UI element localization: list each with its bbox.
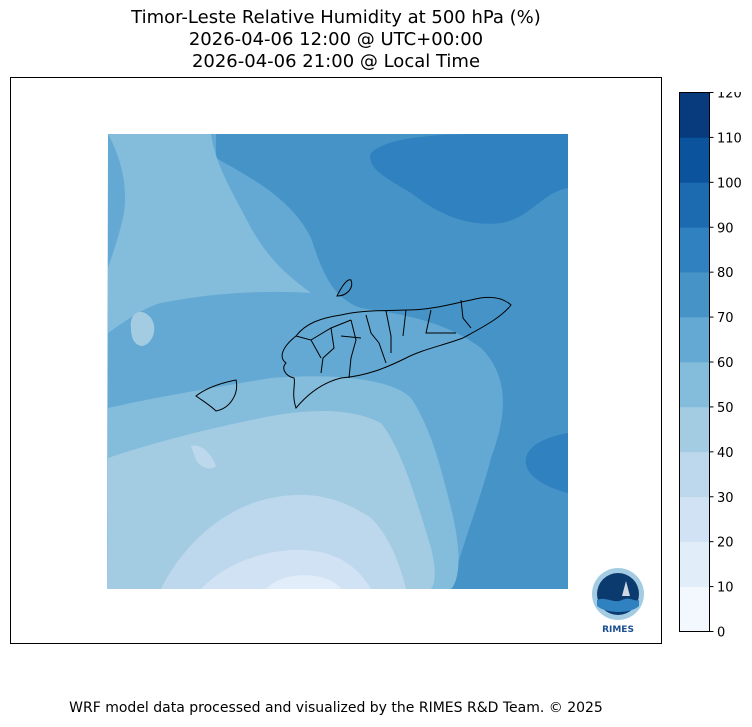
colorbar-tick-label: 50: [717, 401, 734, 416]
colorbar-cell: [679, 272, 710, 318]
rh-band-60-70-w: [108, 134, 126, 268]
timor-leste-boundaries: [195, 279, 512, 412]
map-panel: [10, 77, 662, 644]
colorbar-cell: [679, 92, 710, 138]
humidity-map: [107, 134, 568, 589]
colorbar-labels: 0 10 20 30 40 50 60 70 80 90 100 110 120: [709, 92, 742, 638]
rh-band-70-80-top: [225, 134, 360, 161]
colorbar-tick-label: 80: [717, 266, 734, 281]
rh-band-30-40-patch: [191, 445, 216, 469]
colorbar-tick-label: 30: [717, 491, 734, 506]
rh-band-80-90-ne: [370, 134, 568, 224]
colorbar-tick-label: 90: [717, 221, 734, 236]
timor-leste-mainland: [281, 296, 512, 410]
colorbar-tick-label: 10: [717, 581, 734, 596]
utc-time: 2026-04-06 12:00 @ UTC+00:00: [188, 29, 484, 50]
colorbar-cell: [679, 586, 710, 632]
rh-band-80-90-e: [525, 433, 568, 493]
colorbar-cell: [679, 541, 710, 587]
colorbar-cell: [679, 451, 710, 498]
colorbar-cell: [679, 362, 710, 408]
colorbar-cell: [679, 317, 710, 363]
atauro-island: [336, 279, 353, 297]
logo-label: RIMES: [602, 625, 634, 635]
rh-band-70-80: [216, 134, 568, 589]
colorbar-cell: [679, 227, 710, 273]
colorbar-cell: [679, 406, 710, 453]
colorbar-tick-label: 110: [717, 131, 742, 146]
colorbar-tick-label: 60: [717, 356, 734, 371]
colorbar-cell: [679, 182, 710, 228]
colorbar-tick-label: 120: [717, 92, 742, 102]
colorbar-tick-label: 40: [717, 446, 734, 461]
colorbar-cells: [679, 92, 710, 632]
colorbar-cell: [679, 496, 710, 542]
footer-credit: WRF model data processed and visualized …: [69, 700, 603, 716]
colorbar-tick-label: 70: [717, 311, 734, 326]
rh-band-20-30-s: [201, 549, 371, 589]
colorbar-cell: [679, 137, 710, 183]
rh-band-50-60-w: [108, 134, 311, 333]
humidity-field: [107, 134, 568, 589]
colorbar-tick-label: 100: [717, 176, 742, 191]
rimes-logo-icon: RIMES: [592, 568, 644, 635]
oecusse-enclave: [195, 379, 238, 412]
colorbar-tick-label: 0: [717, 626, 725, 638]
colorbar: 0 10 20 30 40 50 60 70 80 90 100 110 120: [679, 92, 742, 638]
colorbar-tick-label: 20: [717, 536, 734, 551]
district-boundaries: [295, 299, 472, 379]
local-time: 2026-04-06 21:00 @ Local Time: [191, 51, 481, 72]
rh-band-40-50-patch: [130, 311, 155, 346]
map-title: Timor-Leste Relative Humidity at 500 hPa…: [131, 7, 541, 28]
rh-band-10-20-s: [266, 575, 341, 589]
